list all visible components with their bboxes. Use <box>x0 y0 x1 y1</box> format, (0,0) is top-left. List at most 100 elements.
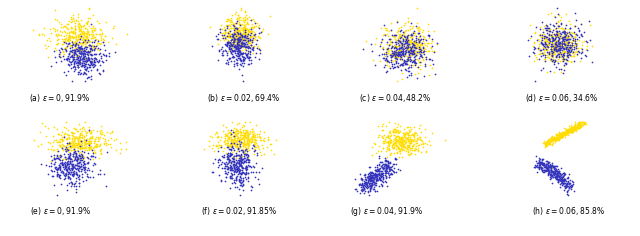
Point <box>396 41 406 45</box>
Point <box>232 166 243 170</box>
Point <box>238 55 248 59</box>
Point <box>381 158 391 162</box>
Point <box>408 45 419 49</box>
Point <box>383 48 393 52</box>
Point <box>230 151 241 155</box>
Point <box>397 61 408 65</box>
Point <box>569 24 579 28</box>
Point <box>545 165 555 169</box>
Point <box>67 139 77 143</box>
Point <box>410 58 420 62</box>
Point <box>574 125 584 129</box>
Point <box>551 35 561 38</box>
Point <box>559 47 570 51</box>
Point <box>228 22 238 26</box>
Point <box>74 61 84 65</box>
Point <box>79 134 89 138</box>
Point <box>82 20 92 24</box>
Point <box>76 162 86 165</box>
Point <box>403 131 413 135</box>
Point <box>254 26 264 30</box>
Point <box>566 127 576 131</box>
Point <box>558 130 568 134</box>
Point <box>51 138 61 142</box>
Point <box>59 134 69 138</box>
Point <box>575 123 585 126</box>
Point <box>571 125 581 129</box>
Point <box>247 25 257 29</box>
Point <box>230 25 240 28</box>
Point <box>244 15 254 19</box>
Point <box>221 41 232 45</box>
Point <box>572 32 582 36</box>
Point <box>64 136 74 140</box>
Point <box>69 169 79 173</box>
Point <box>541 28 551 32</box>
Point <box>555 135 565 139</box>
Point <box>371 176 381 179</box>
Point <box>404 131 415 134</box>
Point <box>406 33 417 37</box>
Point <box>552 135 562 139</box>
Point <box>84 32 94 35</box>
Point <box>404 137 414 141</box>
Point <box>232 28 243 31</box>
Point <box>240 39 250 42</box>
Point <box>420 63 430 67</box>
Point <box>537 169 547 172</box>
Point <box>392 19 403 23</box>
Point <box>350 187 360 190</box>
Point <box>242 20 252 24</box>
Point <box>76 143 86 146</box>
Point <box>228 38 239 42</box>
Point <box>79 168 89 172</box>
Point <box>378 176 388 180</box>
Point <box>249 149 259 152</box>
Point <box>410 60 420 64</box>
Point <box>403 46 413 49</box>
Point <box>72 166 82 169</box>
Point <box>222 40 232 43</box>
Point <box>60 166 70 170</box>
Point <box>69 50 79 54</box>
Point <box>49 162 60 166</box>
Point <box>236 34 246 38</box>
Point <box>553 47 563 51</box>
Point <box>245 39 255 43</box>
Point <box>562 30 572 34</box>
Point <box>68 152 78 156</box>
Point <box>552 53 562 57</box>
Point <box>70 145 81 149</box>
Point <box>82 174 92 178</box>
Point <box>556 67 566 71</box>
Point <box>230 181 241 184</box>
Point <box>553 170 563 174</box>
Point <box>232 63 242 67</box>
Point <box>569 45 579 49</box>
Point <box>241 30 251 34</box>
Point <box>70 44 80 48</box>
Point <box>49 153 59 156</box>
Point <box>62 136 72 140</box>
Point <box>565 46 575 50</box>
Point <box>399 127 409 131</box>
Point <box>230 12 241 16</box>
Point <box>236 181 246 185</box>
Point <box>556 166 566 170</box>
Point <box>550 172 560 175</box>
Point <box>408 133 418 137</box>
Point <box>239 138 249 142</box>
Point <box>564 53 575 57</box>
Point <box>231 28 241 32</box>
Point <box>558 178 568 181</box>
Point <box>390 157 401 161</box>
Point <box>74 151 84 155</box>
Point <box>69 48 79 52</box>
Point <box>401 132 411 136</box>
Point <box>231 30 241 34</box>
Point <box>540 53 550 57</box>
Point <box>68 170 79 174</box>
Point <box>232 33 243 37</box>
Point <box>557 54 567 58</box>
Point <box>406 58 417 62</box>
